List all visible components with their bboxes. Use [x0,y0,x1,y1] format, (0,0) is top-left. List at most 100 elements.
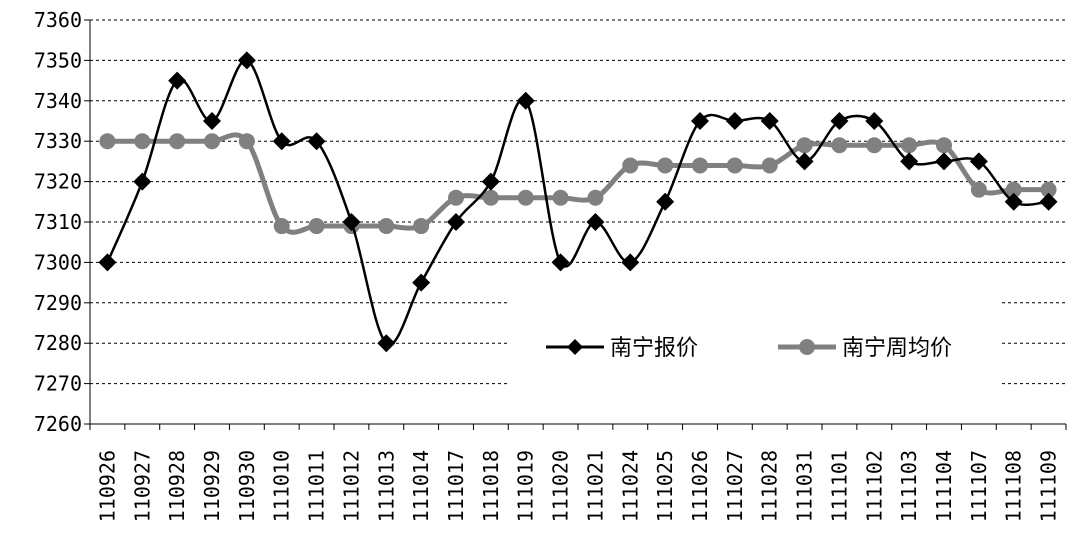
data-point [936,137,952,154]
legend-label-series-0: 南宁报价 [610,336,698,361]
data-point [692,157,708,174]
data-point [900,152,919,171]
x-axis-ticks: 110926 110927 110928 110929 110930 111010 1110… [89,424,1067,522]
data-point [377,334,396,353]
data-point [551,253,570,272]
series-0 [98,51,1058,353]
data-point [133,172,152,191]
data-point [795,152,814,171]
data-point [1040,181,1057,198]
data-point [830,112,849,130]
x-tick-label: 111101 [827,450,851,522]
x-tick-label: 111017 [444,450,468,522]
data-point [866,137,883,154]
data-point [865,112,884,130]
x-tick-label: 111014 [409,450,433,522]
data-point [237,51,256,70]
data-point [935,152,953,171]
data-point [307,132,326,151]
series-1 [99,132,1057,235]
data-point [1005,181,1022,198]
data-point [725,112,744,130]
data-point [516,91,535,110]
y-tick-label: 7330 [34,129,82,153]
data-point [1039,192,1058,211]
x-tick-label: 111024 [618,450,642,522]
x-tick-label: 111028 [758,450,782,522]
data-point [168,71,187,90]
x-tick-label: 111019 [514,450,538,522]
data-point [726,157,743,174]
data-point [378,218,395,235]
data-point [99,133,116,150]
x-tick-label: 111010 [270,450,294,522]
x-tick-label: 111025 [653,450,677,522]
data-point [481,172,500,191]
x-tick-label: 110926 [95,450,119,522]
data-point [831,137,848,154]
data-point [169,133,186,150]
data-point [308,218,325,235]
y-tick-label: 7290 [34,291,82,315]
x-tick-label: 110927 [130,450,154,522]
data-point [447,213,465,231]
data-point [657,157,674,174]
data-point [901,137,918,154]
data-point [342,213,361,231]
data-point [622,157,639,174]
y-tick-label: 7270 [34,372,82,396]
legend-marker-series-0 [567,339,583,355]
data-point [587,189,604,206]
x-tick-label: 111013 [374,450,398,522]
y-tick-label: 7360 [34,8,82,32]
x-tick-label: 110930 [235,450,259,522]
x-tick-label: 111027 [723,450,747,522]
series-line-0 [106,59,1049,346]
data-point [98,253,117,272]
data-point [482,189,499,206]
x-tick-label: 111103 [897,450,921,522]
data-point [448,189,464,206]
data-point [412,273,431,292]
y-tick-label: 7320 [34,170,82,194]
data-point [517,189,534,206]
x-tick-label: 111012 [339,450,363,522]
x-tick-label: 111104 [932,450,956,522]
data-point [656,192,675,211]
data-point [273,218,290,235]
series-line-1 [107,132,1049,235]
data-point [970,181,987,198]
data-point [586,213,605,231]
y-tick-label: 7350 [34,48,82,72]
x-tick-label: 110929 [200,450,224,522]
data-point [760,112,779,130]
data-point [413,218,430,235]
y-tick-label: 7340 [34,89,82,113]
legend-marker-series-1 [799,339,815,355]
data-point [621,253,640,272]
legend-label-series-1: 南宁周均价 [842,336,952,361]
x-tick-label: 111026 [688,450,712,522]
data-point [134,133,151,150]
y-tick-label: 7310 [34,210,82,234]
series-group [98,51,1058,353]
y-tick-label: 7260 [34,412,82,436]
y-axis-ticks: 7260 7270 7280 7290 7300 7310 7320 7330 7340 7350… [34,8,90,436]
data-point [796,137,813,154]
x-tick-label: 111021 [583,450,607,522]
data-point [1004,192,1023,211]
x-tick-label: 110928 [165,450,189,522]
y-tick-label: 7300 [34,250,82,274]
data-point [203,112,221,130]
x-tick-label: 111102 [862,450,886,522]
data-point [204,133,220,150]
data-point [238,133,255,150]
y-tick-label: 7280 [34,331,82,355]
x-tick-label: 111020 [549,450,573,522]
data-point [969,152,988,171]
x-tick-label: 111018 [479,450,503,522]
data-point [761,157,778,174]
x-tick-label: 111109 [1037,450,1061,522]
x-tick-label: 111011 [305,450,329,522]
